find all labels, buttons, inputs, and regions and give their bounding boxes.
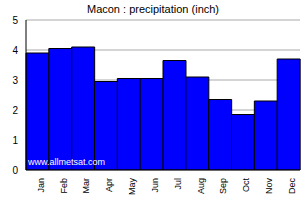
svg-text:0: 0 [12, 165, 18, 176]
html-text:Macon : precipitation (inch): Macon : precipitation (inch) [87, 3, 219, 15]
svg-text:Mar: Mar [81, 178, 91, 194]
svg-text:Jul: Jul [173, 178, 183, 190]
svg-text:Dec: Dec [287, 178, 297, 195]
svg-text:Jun: Jun [150, 178, 160, 193]
svg-text:2: 2 [12, 105, 18, 116]
svg-text:4: 4 [12, 45, 18, 56]
svg-text:Jan: Jan [36, 178, 46, 193]
html-text:www.allmetsat.com: www.allmetsat.com [28, 157, 105, 167]
svg-text:Oct: Oct [241, 178, 251, 193]
svg-text:5: 5 [12, 15, 18, 26]
svg-text:Nov: Nov [264, 178, 274, 195]
svg-text:Aug: Aug [196, 178, 206, 194]
svg-text:Sep: Sep [218, 178, 228, 194]
svg-text:Feb: Feb [59, 178, 69, 194]
svg-text:Apr: Apr [104, 178, 114, 192]
svg-text:May: May [127, 178, 137, 196]
svg-text:3: 3 [12, 75, 18, 86]
svg-text:1: 1 [12, 135, 18, 146]
